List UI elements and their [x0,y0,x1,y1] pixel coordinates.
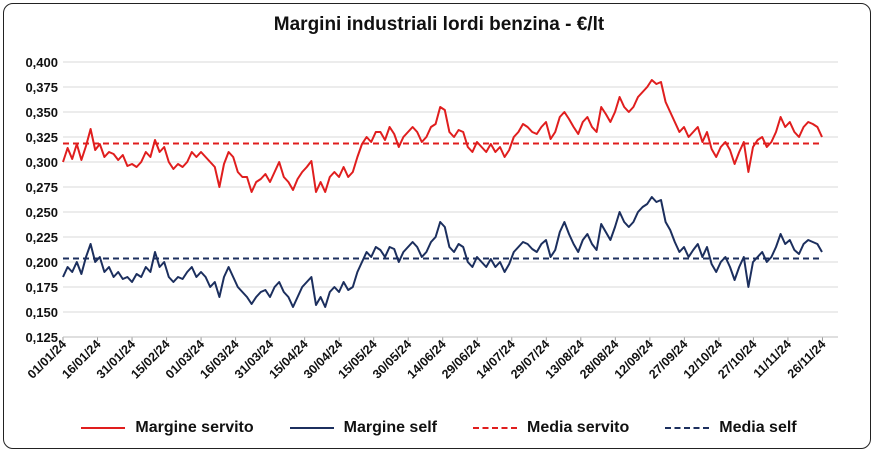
y-tick-label: 0,350 [25,105,58,120]
legend-item-media-servito: Media servito [473,414,629,442]
legend-label-media-self: Media self [719,419,797,436]
legend-item-media-self: Media self [665,414,797,442]
chart-frame [3,3,871,449]
legend-item-self: Margine self [289,414,437,442]
series-line-margine-self [62,196,823,308]
legend-swatch-self [289,427,334,429]
y-tick-label: 0,175 [25,280,58,295]
legend-label-media-servito: Media servito [527,419,630,436]
chart-title: Margini industriali lordi benzina - €/lt [273,14,605,35]
legend-item-servito: Margine servito [81,414,254,442]
legend-swatch-servito [81,427,126,429]
y-tick-label: 0,400 [25,55,58,70]
legend: Margine servito Margine self Media servi… [0,414,878,442]
x-tick-label: 27/10/24 [715,337,759,381]
series-line-margine-servito [62,79,823,193]
legend-label-servito: Margine servito [135,419,254,436]
y-tick-label: 0,125 [25,330,58,345]
legend-swatch-media-self [665,427,710,429]
y-tick-label: 0,375 [25,80,58,95]
y-tick-label: 0,250 [25,205,58,220]
x-tick-label: 26/11/24 [785,337,829,381]
y-tick-label: 0,150 [25,305,58,320]
y-tick-label: 0,275 [25,180,58,195]
y-tick-label: 0,325 [25,130,58,145]
legend-label-self: Margine self [343,419,437,436]
y-tick-label: 0,300 [25,155,58,170]
legend-swatch-media-servito [473,427,517,429]
y-tick-label: 0,225 [25,230,58,245]
y-tick-label: 0,200 [25,255,58,270]
